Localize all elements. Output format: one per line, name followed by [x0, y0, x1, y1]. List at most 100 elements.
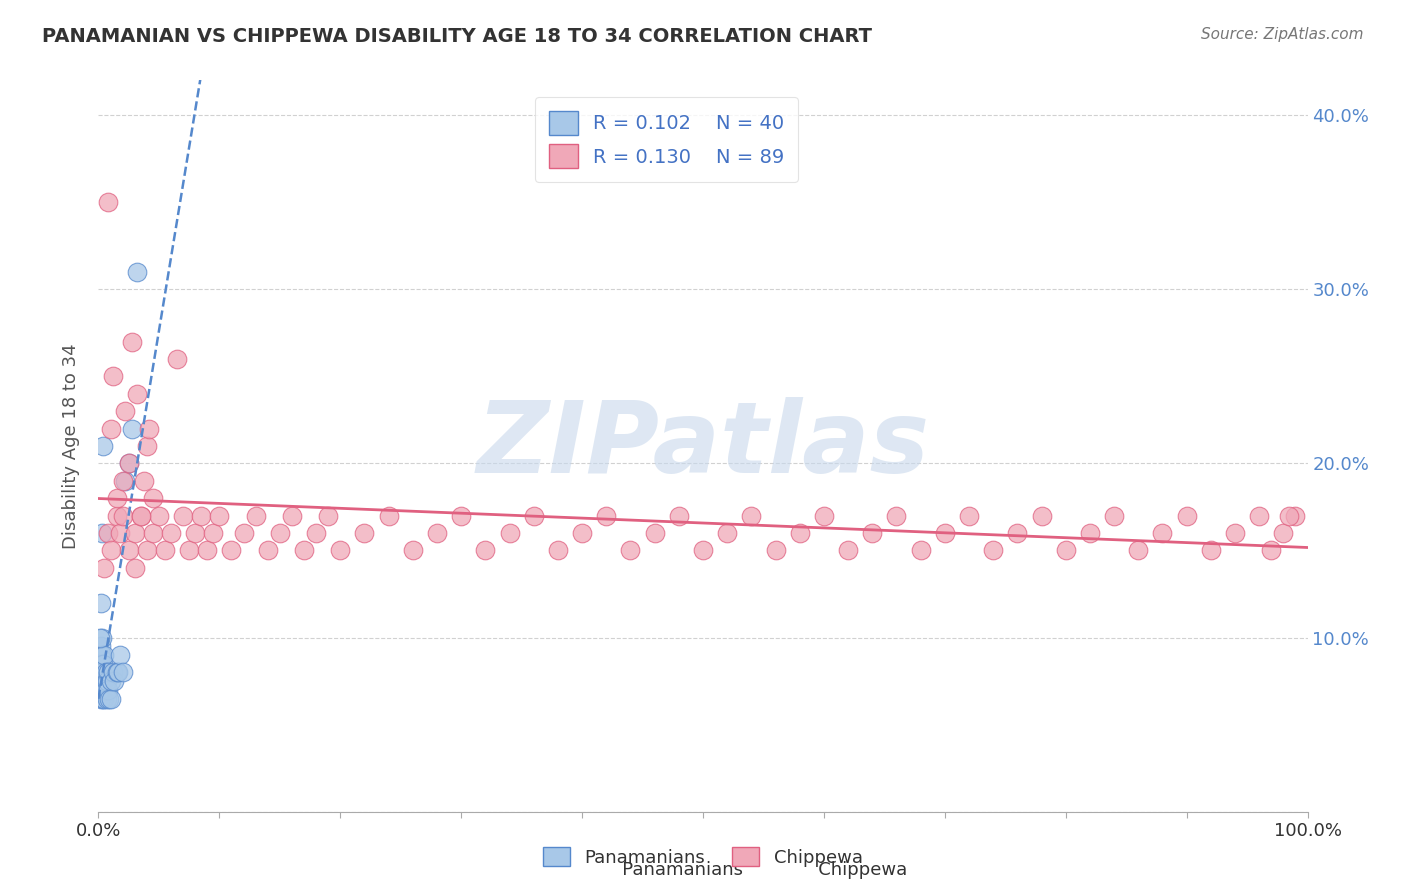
Point: [910, 543, 932, 558]
Point: [329, 543, 352, 558]
Point: [142, 526, 165, 541]
Point: [111, 665, 134, 680]
Point: [108, 648, 131, 662]
Point: [100, 543, 122, 558]
Point: [114, 404, 136, 418]
Point: [97, 665, 120, 680]
Point: [107, 665, 129, 680]
Point: [269, 526, 291, 541]
Point: [148, 508, 170, 523]
Point: [90, 691, 112, 706]
Point: [101, 665, 124, 680]
Point: [571, 526, 593, 541]
Point: [595, 508, 617, 523]
Point: [91, 674, 114, 689]
Point: [1199, 543, 1222, 558]
Legend: Panamanians, Chippewa: Panamanians, Chippewa: [536, 840, 870, 874]
Point: [1007, 526, 1029, 541]
Point: [129, 508, 152, 523]
Point: [1278, 508, 1301, 523]
Point: [765, 543, 787, 558]
Point: [91, 648, 114, 662]
Point: [474, 543, 496, 558]
Point: [184, 526, 207, 541]
Point: [1260, 543, 1282, 558]
Point: [93, 674, 115, 689]
Point: [90, 640, 112, 654]
Point: [619, 543, 641, 558]
Point: [138, 421, 160, 435]
Point: [134, 474, 156, 488]
Point: [100, 421, 122, 435]
Point: [1249, 508, 1271, 523]
Point: [91, 439, 114, 453]
Text: Source: ZipAtlas.com: Source: ZipAtlas.com: [1201, 27, 1364, 42]
Point: [172, 508, 194, 523]
Point: [93, 648, 115, 662]
Point: [118, 457, 141, 471]
Point: [90, 674, 112, 689]
Point: [498, 526, 520, 541]
Point: [232, 526, 254, 541]
Point: [89, 648, 111, 662]
Point: [98, 691, 121, 706]
Point: [1128, 543, 1150, 558]
Point: [1272, 526, 1295, 541]
Point: [450, 508, 472, 523]
Point: [135, 439, 157, 453]
Point: [97, 195, 120, 210]
Point: [195, 543, 218, 558]
Point: [153, 543, 176, 558]
Point: [190, 508, 212, 523]
Point: [105, 665, 128, 680]
Point: [93, 691, 115, 706]
Point: [886, 508, 908, 523]
Point: [221, 543, 243, 558]
Point: [89, 682, 111, 697]
Point: [402, 543, 425, 558]
Point: [91, 691, 114, 706]
Point: [127, 265, 149, 279]
Point: [281, 508, 304, 523]
Point: [97, 682, 120, 697]
Point: [1054, 543, 1077, 558]
Point: [837, 543, 859, 558]
Point: [96, 674, 118, 689]
Point: [692, 543, 714, 558]
Point: [1175, 508, 1198, 523]
Point: [108, 526, 131, 541]
Text: PANAMANIAN VS CHIPPEWA DISABILITY AGE 18 TO 34 CORRELATION CHART: PANAMANIAN VS CHIPPEWA DISABILITY AGE 18…: [42, 27, 872, 45]
Point: [316, 508, 339, 523]
Point: [1031, 508, 1053, 523]
Point: [202, 526, 225, 541]
Point: [103, 674, 125, 689]
Point: [160, 526, 183, 541]
Point: [93, 561, 115, 575]
Point: [111, 508, 134, 523]
Point: [668, 508, 690, 523]
Point: [91, 657, 114, 671]
Point: [740, 508, 762, 523]
Point: [94, 682, 117, 697]
Point: [121, 421, 143, 435]
Point: [1102, 508, 1125, 523]
Point: [114, 474, 136, 488]
Point: [166, 351, 188, 366]
Point: [245, 508, 267, 523]
Point: [1284, 508, 1306, 523]
Point: [305, 526, 328, 541]
Point: [127, 386, 149, 401]
Point: [124, 561, 146, 575]
Point: [105, 491, 128, 506]
Y-axis label: Disability Age 18 to 34: Disability Age 18 to 34: [62, 343, 80, 549]
Point: [94, 665, 117, 680]
Point: [118, 457, 141, 471]
Point: [124, 526, 146, 541]
Point: [292, 543, 315, 558]
Point: [716, 526, 738, 541]
Point: [644, 526, 666, 541]
Point: [1152, 526, 1174, 541]
Point: [96, 691, 118, 706]
Text: Panamanians: Panamanians: [605, 861, 742, 879]
Point: [121, 334, 143, 349]
